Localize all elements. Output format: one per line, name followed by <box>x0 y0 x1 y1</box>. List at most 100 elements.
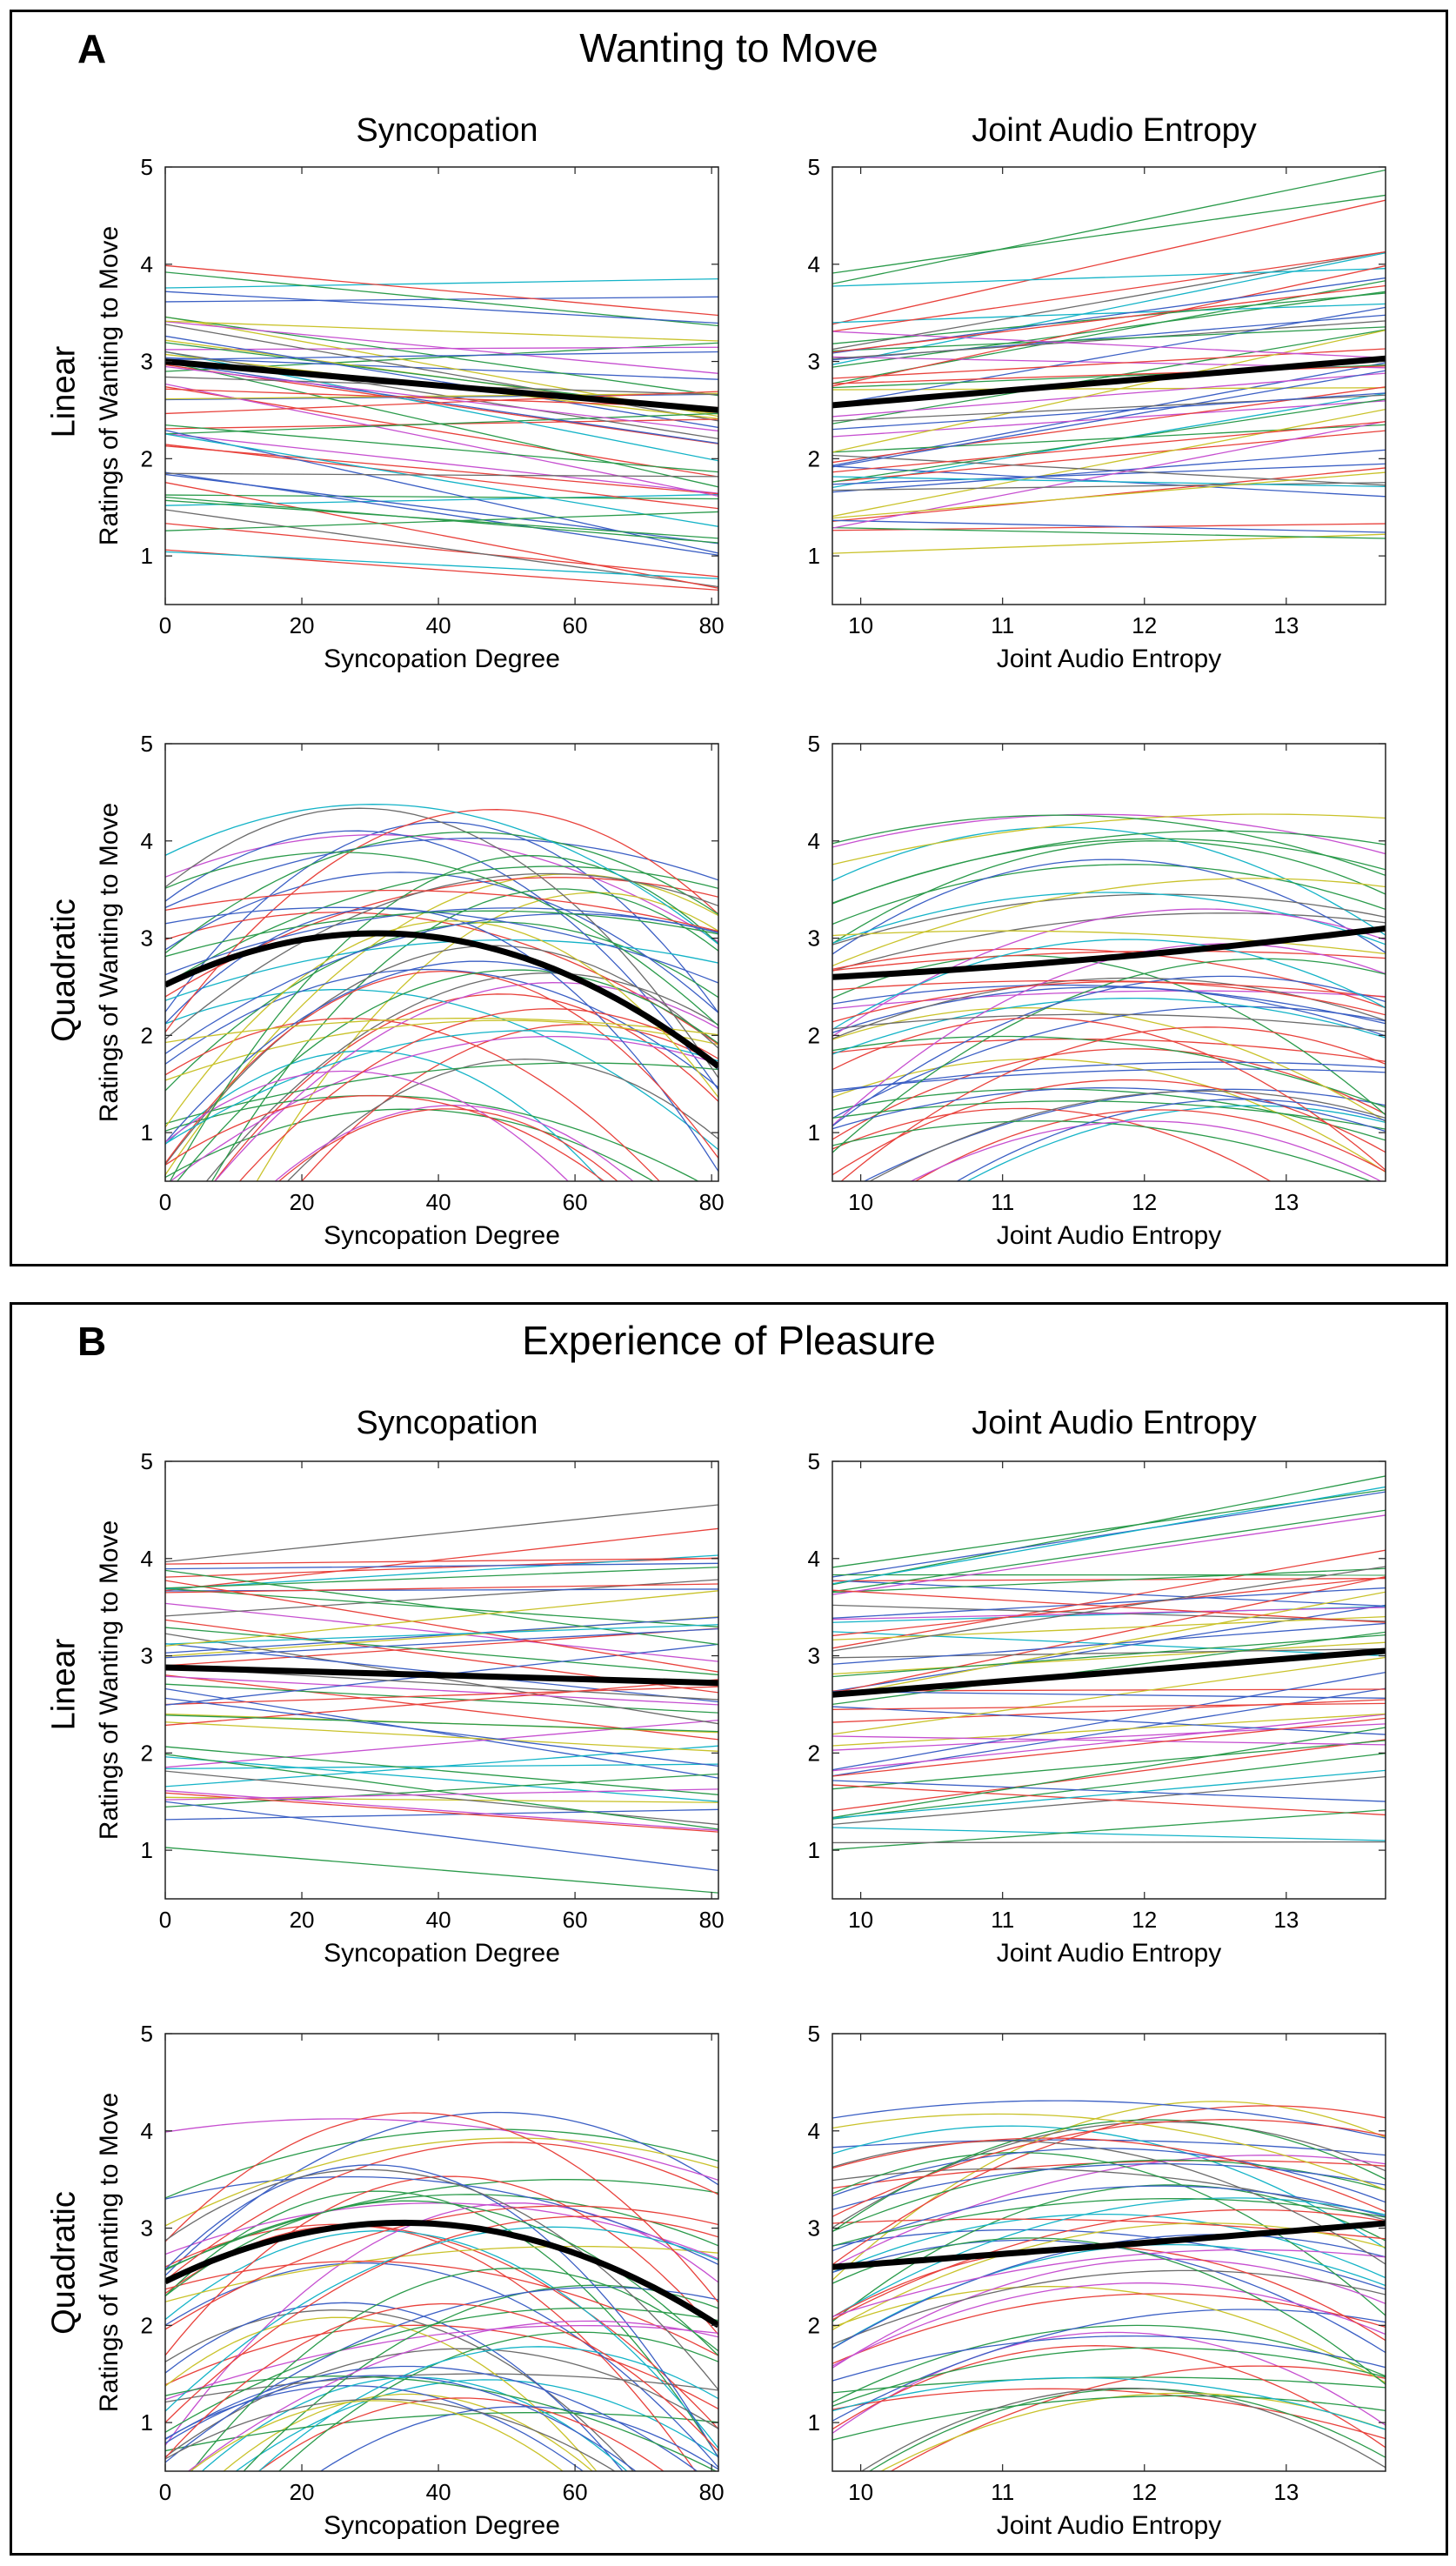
participant-line <box>832 2162 1386 2210</box>
x-tick-label: 10 <box>848 2479 873 2505</box>
participant-line <box>832 2119 1386 2217</box>
subplot-a-linear-syncopation: 0 20 40 60 80 1 2 3 4 5 Syncopation Degree Ratings … <box>95 154 725 673</box>
y-axis-label: Ratings of Wanting to Move <box>95 2093 124 2412</box>
participant-line <box>832 2148 1386 2203</box>
participant-line <box>165 2324 718 2409</box>
participant-line <box>165 838 718 909</box>
x-axis-label: Joint Audio Entropy <box>997 1939 1222 1968</box>
participant-line <box>165 830 718 1091</box>
participant-line <box>832 2100 1386 2139</box>
participant-line <box>165 939 718 1001</box>
participant-line <box>832 2249 1386 2317</box>
participant-line <box>832 1780 1386 1802</box>
individual-lines <box>165 2111 718 2471</box>
participant-line <box>165 511 718 531</box>
x-tick-label: 10 <box>848 1907 873 1933</box>
subplot-b-linear-syncopation: 0 20 40 60 80 1 2 3 4 5 Syncopation Degree Ratings … <box>95 1448 725 1968</box>
participant-line <box>210 888 718 1181</box>
participant-line <box>832 1753 1386 1820</box>
participant-line <box>165 430 718 554</box>
participant-line <box>165 1583 718 1594</box>
participant-line <box>165 1687 718 1779</box>
participant-line <box>832 1017 1386 1171</box>
participant-line <box>165 2142 718 2282</box>
participant-line <box>165 1569 718 1646</box>
participant-line <box>832 984 1386 1025</box>
column-title-entropy: Joint Audio Entropy <box>972 112 1257 149</box>
x-tick-label: 11 <box>991 1189 1014 1215</box>
participant-line <box>165 1590 718 1647</box>
x-tick-label: 11 <box>991 612 1014 638</box>
participant-line <box>301 1023 718 1181</box>
participant-line <box>832 2347 1386 2407</box>
participant-line <box>165 889 718 932</box>
x-tick-label: 20 <box>290 2479 315 2505</box>
participant-line <box>832 908 1386 1038</box>
x-axis-label: Joint Audio Entropy <box>997 1221 1222 1250</box>
participant-line <box>165 1686 718 1706</box>
participant-line <box>832 251 1386 351</box>
participant-line <box>832 939 1386 1031</box>
x-tick-label: 12 <box>1132 1189 1157 1215</box>
participant-line <box>165 472 718 478</box>
participant-line <box>165 1557 718 1565</box>
y-tick-label: 4 <box>808 2118 820 2144</box>
individual-lines <box>832 813 1386 1181</box>
participant-line <box>860 2387 1386 2471</box>
participant-line <box>832 1735 1386 1746</box>
participant-line <box>165 804 718 946</box>
y-tick-label: 5 <box>808 1448 820 1474</box>
participant-line <box>165 2223 718 2429</box>
participant-line <box>832 1740 1386 1790</box>
participant-line <box>832 194 1386 274</box>
participant-line <box>165 2226 718 2412</box>
participant-line <box>165 1721 718 1752</box>
participant-line <box>832 2388 1386 2440</box>
participant-line <box>832 1634 1386 1678</box>
participant-line <box>832 1087 1386 1133</box>
x-tick-label: 20 <box>290 612 315 638</box>
y-tick-label: 4 <box>141 2118 153 2144</box>
axes-frame <box>164 743 719 1182</box>
participant-line <box>832 1769 1386 1819</box>
participant-line <box>832 2185 1386 2252</box>
participant-line <box>832 1120 1373 1181</box>
participant-line <box>832 2198 1386 2247</box>
participant-line <box>832 1784 1386 1816</box>
participant-line <box>832 1604 1386 1693</box>
participant-line <box>832 2335 1386 2382</box>
y-tick-label: 3 <box>808 925 820 952</box>
x-tick-label: 20 <box>290 1189 315 1215</box>
participant-line <box>832 958 1386 1153</box>
participant-line <box>165 2302 624 2471</box>
axes-frame <box>832 1460 1386 1900</box>
y-tick-label: 4 <box>808 828 820 854</box>
participant-line <box>165 970 718 1164</box>
participant-line <box>832 1641 1386 1675</box>
y-tick-label: 1 <box>141 1837 153 1863</box>
participant-line <box>832 1068 1386 1091</box>
participant-line <box>832 986 1386 1037</box>
y-tick-label: 1 <box>141 543 153 569</box>
participant-line <box>165 2128 718 2199</box>
participant-line <box>165 2245 718 2302</box>
participant-line <box>832 1013 1386 1032</box>
participant-line <box>165 1062 718 1125</box>
participant-line <box>165 2230 718 2449</box>
participant-line <box>165 351 718 361</box>
participant-line <box>832 264 1386 387</box>
y-tick-label: 5 <box>141 731 153 757</box>
participant-line <box>165 1697 718 1767</box>
x-tick-label: 10 <box>848 1189 873 1215</box>
participant-line <box>832 2376 1386 2430</box>
participant-line <box>243 2284 718 2471</box>
participant-line <box>165 1847 718 1894</box>
x-tick-label: 12 <box>1132 612 1157 638</box>
participant-line <box>286 1058 718 1181</box>
participant-line <box>165 1756 718 1802</box>
y-tick-label: 3 <box>141 925 153 952</box>
participant-line <box>165 493 718 506</box>
participant-line <box>832 979 1386 998</box>
participant-line <box>832 1713 1386 1747</box>
participant-line <box>832 326 1386 352</box>
